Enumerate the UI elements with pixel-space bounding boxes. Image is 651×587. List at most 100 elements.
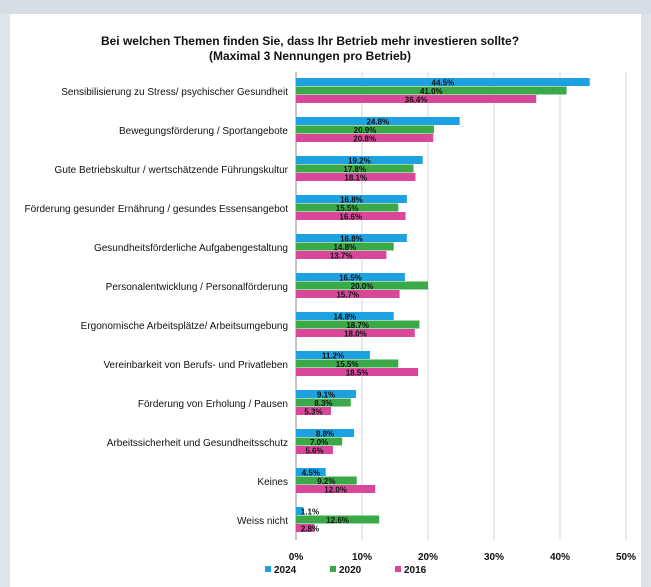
- top-band: [0, 0, 651, 14]
- bar-2016: [296, 524, 315, 532]
- category-label: Förderung von Erholung / Pausen: [138, 399, 288, 410]
- data-label-2020: 8.3%: [314, 399, 332, 408]
- legend-swatch-2024: [265, 566, 271, 572]
- chart-subtitle: (Maximal 3 Nennungen pro Betrieb): [209, 49, 411, 63]
- bar-2024: [296, 351, 370, 359]
- legend-swatch-2020: [330, 566, 336, 572]
- bar-2016: [296, 485, 376, 493]
- data-label-2024: 44.5%: [432, 78, 455, 87]
- bar-2016: [296, 134, 434, 142]
- bar-chart: Bei welchen Themen finden Sie, dass Ihr …: [24, 34, 636, 576]
- x-tick-label: 10%: [352, 552, 372, 563]
- bar-2020: [296, 203, 399, 212]
- category-label: Personalentwicklung / Personalförderung: [106, 282, 288, 293]
- bar-2016: [296, 329, 415, 337]
- bar-2024: [296, 156, 423, 164]
- x-tick-labels: 0% 10% 20% 30% 40% 50%: [289, 552, 636, 563]
- bar-2020: [296, 86, 567, 95]
- data-label-2024: 11.2%: [322, 351, 344, 360]
- data-label-2016: 12.0%: [324, 485, 347, 494]
- data-label-2016: 20.8%: [353, 134, 376, 143]
- bar-2024: [296, 78, 590, 86]
- data-label-2020: 17.8%: [343, 165, 366, 174]
- data-label-2020: 15.5%: [336, 360, 359, 369]
- data-label-2024: 24.8%: [366, 117, 389, 126]
- gridlines: [295, 72, 627, 540]
- bar-2024: [296, 390, 357, 398]
- category-labels: Sensibilisierung zu Stress/ psychischer …: [24, 87, 288, 527]
- data-label-2016: 36.4%: [405, 95, 428, 104]
- data-label-2016: 5.3%: [304, 407, 322, 416]
- bar-2024: [296, 312, 394, 320]
- bar-2020: [296, 281, 428, 290]
- data-label-2024: 9.1%: [317, 390, 335, 399]
- bar-2016: [296, 368, 419, 376]
- data-label-2020: 12.6%: [326, 516, 349, 525]
- x-tick-label: 50%: [616, 552, 636, 563]
- bar-2020: [296, 242, 394, 251]
- bars: 44.5%41.0%36.4% 24.8%20.9%20.8% 19.2%17.8%…: [296, 78, 590, 533]
- bar-2020: [296, 476, 357, 485]
- category-label: Arbeitssicherheit und Gesundheitsschutz: [107, 438, 288, 449]
- data-label-2020: 15.5%: [336, 204, 359, 213]
- data-label-2024: 16.5%: [339, 273, 362, 282]
- x-tick-label: 30%: [484, 552, 504, 563]
- bar-2016: [296, 173, 416, 181]
- data-label-2016: 18.5%: [346, 368, 369, 377]
- x-tick-label: 0%: [289, 552, 304, 563]
- data-label-2016: 5.6%: [305, 446, 323, 455]
- data-label-2020: 18.7%: [346, 321, 369, 330]
- legend-label-2016: 2016: [404, 565, 427, 576]
- data-label-2024: 16.8%: [340, 195, 363, 204]
- bar-2016: [296, 251, 387, 259]
- bar-2024: [296, 117, 460, 125]
- category-label: Sensibilisierung zu Stress/ psychischer …: [61, 87, 288, 98]
- bar-2024: [296, 468, 326, 476]
- bar-2016: [296, 95, 537, 103]
- bar-2024: [296, 234, 407, 242]
- category-label: Gute Betriebskultur / wertschätzende Füh…: [55, 165, 289, 176]
- category-label: Bewegungsförderung / Sportangebote: [119, 126, 288, 137]
- bar-2024: [296, 429, 355, 437]
- legend: 2024 2020 2016: [265, 565, 427, 576]
- chart-title: Bei welchen Themen finden Sie, dass Ihr …: [101, 34, 519, 48]
- data-label-2016: 18.0%: [344, 329, 367, 338]
- data-label-2020: 7.0%: [310, 438, 328, 447]
- category-label: Keines: [257, 477, 288, 488]
- data-label-2020: 14.8%: [333, 243, 356, 252]
- category-label: Vereinbarkeit von Berufs- und Privatlebe…: [103, 360, 288, 371]
- category-label: Förderung gesunder Ernährung / gesundes …: [24, 204, 288, 215]
- data-label-2024: 16.8%: [340, 234, 363, 243]
- legend-label-2020: 2020: [339, 565, 362, 576]
- data-label-2016: 16.6%: [339, 212, 362, 221]
- data-label-2024: 19.2%: [348, 156, 371, 165]
- bar-2016: [296, 212, 406, 220]
- bar-2020: [296, 320, 420, 329]
- data-label-2024: 1.1%: [301, 507, 319, 516]
- data-label-2016: 15.7%: [336, 290, 359, 299]
- bar-2024: [296, 507, 304, 515]
- bar-2024: [296, 195, 407, 203]
- data-label-2020: 20.9%: [354, 126, 377, 135]
- bar-2020: [296, 125, 434, 134]
- bar-2016: [296, 446, 333, 454]
- legend-label-2024: 2024: [274, 565, 297, 576]
- bar-2020: [296, 515, 380, 524]
- chart-panel: Bei welchen Themen finden Sie, dass Ihr …: [10, 14, 641, 587]
- bar-2020: [296, 359, 399, 368]
- category-label: Weiss nicht: [237, 516, 288, 527]
- data-label-2024: 14.8%: [333, 312, 356, 321]
- legend-swatch-2016: [395, 566, 401, 572]
- bar-2020: [296, 437, 343, 446]
- data-label-2016: 13.7%: [330, 251, 353, 260]
- data-label-2024: 8.8%: [316, 429, 334, 438]
- bar-2020: [296, 164, 414, 173]
- data-label-2016: 18.1%: [344, 173, 367, 182]
- category-label: Gesundheitsförderliche Aufgabengestaltun…: [94, 243, 288, 254]
- data-label-2020: 41.0%: [420, 87, 443, 96]
- data-label-2020: 20.0%: [351, 282, 374, 291]
- data-label-2020: 9.2%: [317, 477, 335, 486]
- bar-2020: [296, 398, 351, 407]
- bar-2016: [296, 407, 331, 415]
